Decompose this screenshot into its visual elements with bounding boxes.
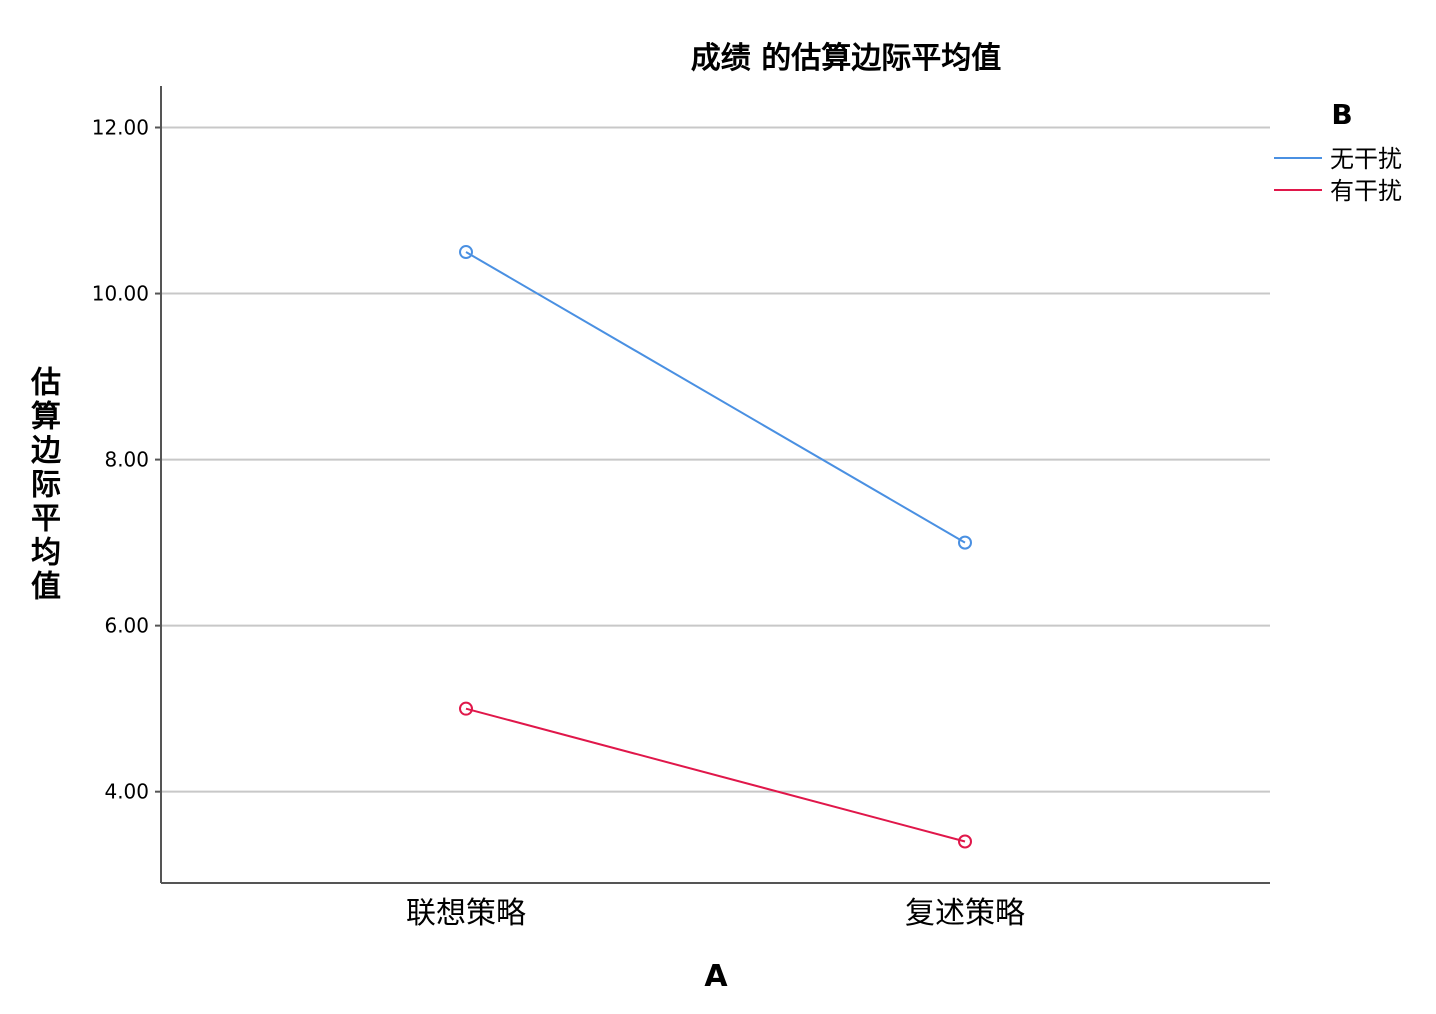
chart-title: 成绩 的估算边际平均值 (691, 41, 1001, 76)
y-tick-labels: 4.00 6.00 8.00 10.00 12.00 (92, 116, 149, 804)
series-0 (459, 245, 972, 550)
series (459, 245, 972, 849)
y-tick-label: 10.00 (92, 282, 149, 306)
legend-label: 无干扰 (1330, 145, 1402, 173)
x-axis-title: A (704, 959, 728, 994)
data-point (459, 701, 473, 716)
y-tick-label: 12.00 (92, 116, 149, 140)
y-axis-title: 估算边际平均值 (30, 366, 62, 605)
y-tick-label: 6.00 (104, 614, 149, 638)
legend-title: B (1331, 98, 1352, 131)
series-1 (459, 701, 972, 849)
y-tick-label: 8.00 (104, 448, 149, 472)
gridlines (155, 126, 1270, 793)
x-tick-labels: 联想策略 复述策略 (406, 896, 1025, 931)
data-point (958, 535, 972, 550)
x-tick-label: 复述策略 (905, 896, 1025, 931)
data-point (459, 245, 473, 260)
legend-label: 有干扰 (1330, 177, 1402, 205)
data-point (958, 834, 972, 849)
series-line (465, 707, 966, 843)
series-line (465, 251, 966, 544)
x-tick-label: 联想策略 (406, 896, 526, 931)
y-tick-label: 4.00 (104, 780, 149, 804)
